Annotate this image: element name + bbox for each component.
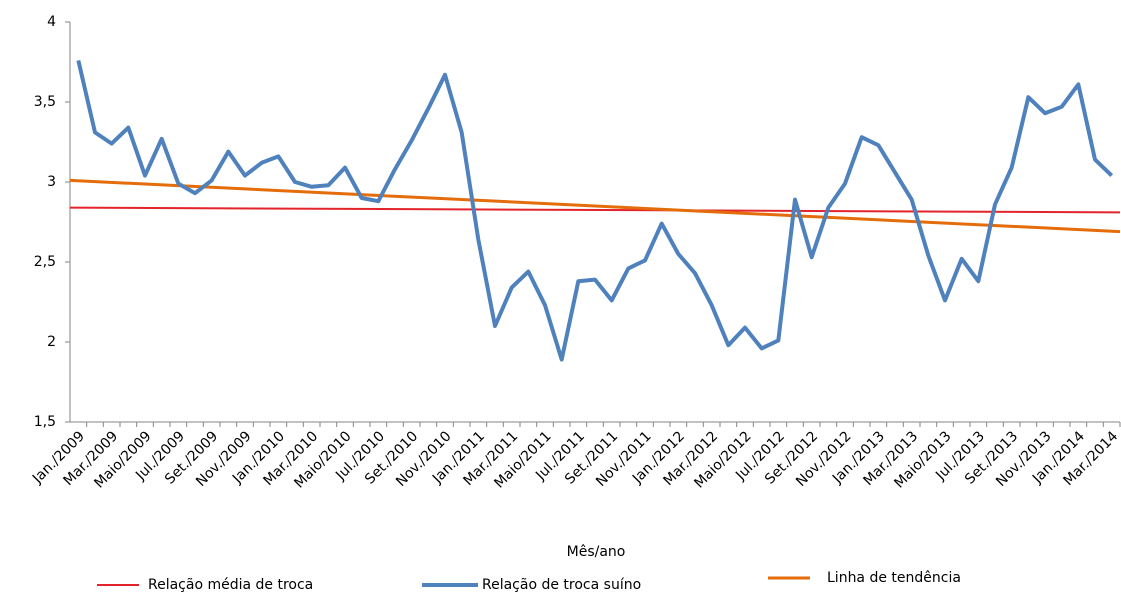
y-tick-label: 1,5 (34, 414, 56, 430)
legend-label: Linha de tendência (827, 570, 961, 586)
y-tick-label: 2,5 (34, 254, 56, 270)
data-line (76, 59, 1114, 362)
y-tick-label: 3,5 (34, 94, 56, 110)
reference-line (69, 178, 1121, 234)
y-tick-label: 2 (47, 334, 56, 350)
legend-label: Relação média de troca (148, 577, 313, 593)
x-axis-title: Mês/ano (567, 544, 626, 560)
reference-line (69, 206, 1121, 214)
y-tick-label: 4 (47, 14, 56, 30)
legend-label: Relação de troca suíno (482, 577, 641, 593)
y-tick-label: 3 (47, 174, 56, 190)
